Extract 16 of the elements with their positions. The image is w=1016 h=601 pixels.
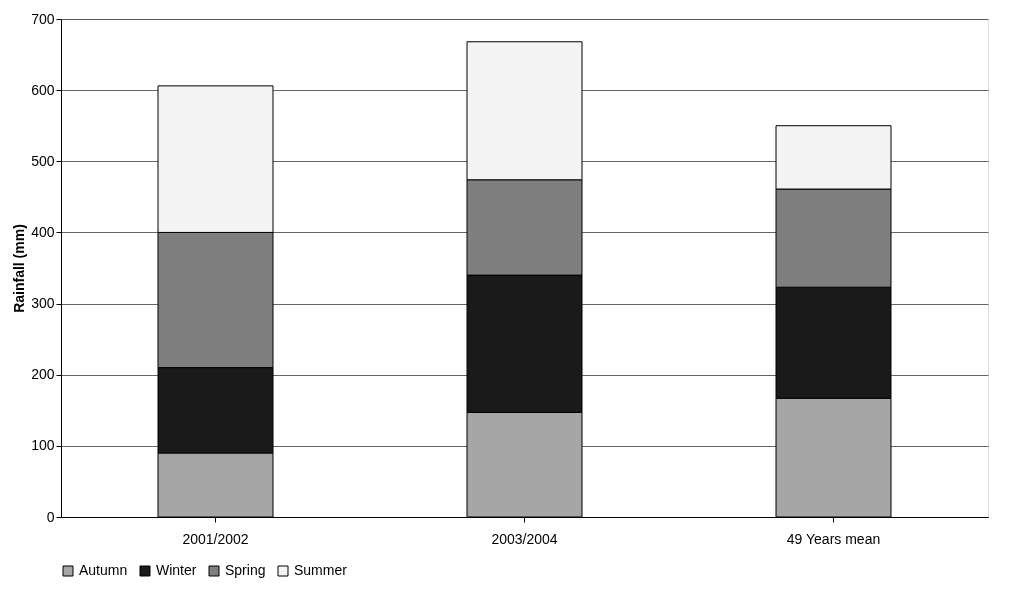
x-tick-label: 49 Years mean [786, 530, 881, 547]
y-tick-label: 0 [46, 508, 55, 525]
y-axis-title: Rainfall (mm) [11, 224, 28, 313]
y-tick-label: 600 [31, 81, 55, 98]
y-tick-label: 100 [31, 437, 55, 454]
legend-label: Spring [225, 562, 266, 578]
y-tick-label: 200 [31, 366, 55, 383]
x-tick-label: 2003/2004 [491, 530, 558, 547]
y-tick-label: 400 [31, 223, 55, 240]
y-tick-label: 300 [31, 295, 55, 312]
legend-label: Winter [156, 562, 197, 578]
y-tick-label: 500 [31, 152, 55, 169]
y-tick-label: 700 [31, 10, 55, 27]
legend-label: Autumn [79, 562, 128, 578]
x-tick-label: 2001/2002 [182, 530, 249, 547]
legend-label: Summer [294, 562, 348, 578]
